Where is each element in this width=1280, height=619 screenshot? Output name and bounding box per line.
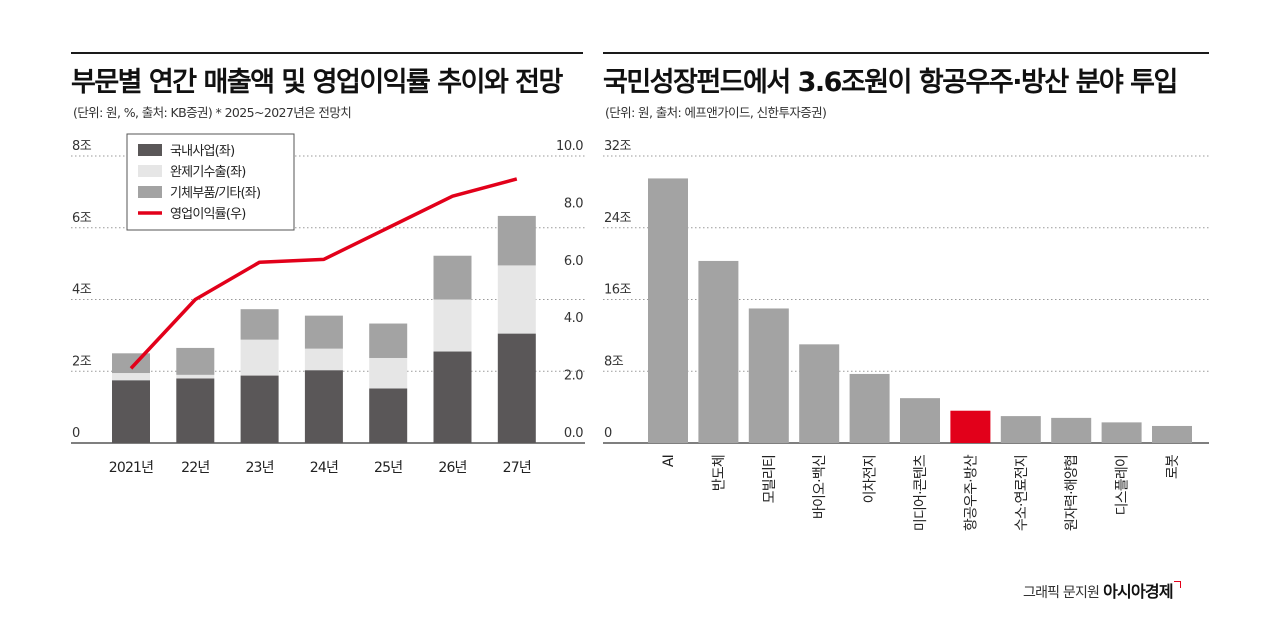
brand-corner-icon xyxy=(1173,581,1181,588)
bar-segment xyxy=(497,265,536,334)
bar xyxy=(799,344,840,443)
x-tick-label: 2021년 xyxy=(109,460,154,476)
legend: 국내사업(좌) 완제기수출(좌) 기체부품/기타(좌) 영업이익률(우) xyxy=(126,133,295,231)
y-right-tick-label: 2.0 xyxy=(564,369,583,384)
right-chart-subtitle: (단위: 원, 출처: 에프앤가이드, 신한투자증권) xyxy=(605,105,827,120)
x-tick-label: 미디어·콘텐츠 xyxy=(913,454,929,531)
x-tick-label: 디스플레이 xyxy=(1115,455,1131,515)
y-left-tick-label: 2조 xyxy=(72,354,92,369)
bar-segment xyxy=(240,339,279,376)
legend-swatch xyxy=(138,165,162,177)
left-chart-title: 부문별 연간 매출액 및 영업이익률 추이와 전망 xyxy=(71,67,563,98)
credit-designer: 그래픽 문지원 xyxy=(1023,585,1100,601)
left-chart-plot: 0 2조 4조 6조 8조 0.0 2.0 4.0 6.0 8.0 10.0 2021년 22년 23년 2… xyxy=(71,133,585,476)
y-tick-label: 0 xyxy=(604,426,612,441)
legend-label: 국내사업(좌) xyxy=(170,144,234,159)
y-tick-label: 8조 xyxy=(604,354,624,369)
bar-segment xyxy=(497,333,536,443)
y-left-tick-label: 6조 xyxy=(72,211,92,226)
x-tick-label: 27년 xyxy=(503,460,531,476)
y-right-tick-label: 0.0 xyxy=(564,426,583,441)
left-chart-subtitle: (단위: 원, %, 출처: KB증권) * 2025~2027년은 전망치 xyxy=(73,105,352,120)
y-tick-label: 24조 xyxy=(604,211,632,226)
graphic-credit: 그래픽 문지원 아시아경제 xyxy=(1023,578,1181,602)
y-left-tick-label: 4조 xyxy=(72,283,92,298)
right-chart-title: 국민성장펀드에서 3.6조원이 항공우주·방산 분야 투입 xyxy=(603,67,1178,98)
left-chart-panel: 부문별 연간 매출액 및 영업이익률 추이와 전망 (단위: 원, %, 출처:… xyxy=(0,0,600,619)
x-tick-label: 항공우주·방산 xyxy=(963,454,979,531)
x-tick-label: 바이오·백신 xyxy=(812,455,828,519)
x-tick-label: 25년 xyxy=(374,460,402,476)
bar-segment xyxy=(112,380,150,443)
bar xyxy=(849,373,890,443)
y-tick-label: 16조 xyxy=(604,283,632,298)
bar-segment xyxy=(176,378,215,443)
bar xyxy=(900,398,940,443)
bar-segment xyxy=(369,323,408,358)
x-tick-label: 로봇 xyxy=(1165,454,1181,479)
y-left-tick-label: 8조 xyxy=(72,139,92,154)
x-tick-label: 모빌리티 xyxy=(762,455,778,503)
x-tick-label: 원자력·해양협 xyxy=(1064,455,1080,531)
bar-segment xyxy=(369,388,408,443)
legend-label: 영업이익률(우) xyxy=(170,207,246,222)
x-tick-label: AI xyxy=(661,455,677,467)
y-right-tick-label: 10.0 xyxy=(556,139,583,154)
y-left-tick-label: 0 xyxy=(72,426,80,441)
bar-segment xyxy=(176,374,215,379)
bar xyxy=(1101,422,1142,443)
right-chart-panel: 국민성장펀드에서 3.6조원이 항공우주·방산 분야 투입 (단위: 원, 출처… xyxy=(600,0,1280,619)
bar xyxy=(698,260,739,443)
bar-segment xyxy=(369,357,408,389)
bar xyxy=(1051,417,1092,443)
bar-segment xyxy=(240,309,279,340)
bar-segment xyxy=(176,347,215,375)
right-chart-plot: 0 8조 16조 24조 32조 AI 반도체 모빌리티 바이오·백신 이차전지 미디어·콘텐츠 항공… xyxy=(603,139,1209,531)
bar-segment xyxy=(240,375,279,443)
left-top-rule xyxy=(71,52,583,54)
bar xyxy=(1000,416,1041,443)
bar-segment xyxy=(433,351,472,443)
legend-swatch xyxy=(138,144,162,156)
brand-logo-text: 아시아경제 xyxy=(1103,582,1173,601)
legend-label: 완제기수출(좌) xyxy=(170,165,246,180)
right-top-rule xyxy=(603,52,1209,54)
bar-segment xyxy=(304,315,343,349)
bar-segment xyxy=(497,215,536,266)
legend-swatch xyxy=(138,186,162,198)
bar-segment xyxy=(112,373,150,381)
bar xyxy=(1152,425,1192,443)
x-tick-label: 수소·연료전지 xyxy=(1014,455,1030,531)
bar-segment xyxy=(433,299,472,352)
x-tick-label: 26년 xyxy=(438,460,466,476)
legend-label: 기체부품/기타(좌) xyxy=(170,186,260,201)
bar xyxy=(748,308,789,443)
bar-segment xyxy=(433,255,472,300)
x-tick-label: 22년 xyxy=(181,460,209,476)
y-tick-label: 32조 xyxy=(604,139,632,154)
bar-segment xyxy=(304,348,343,371)
x-tick-label: 23년 xyxy=(245,460,273,476)
y-right-tick-label: 4.0 xyxy=(564,311,583,326)
x-tick-label: 24년 xyxy=(310,460,338,476)
bar xyxy=(648,178,688,443)
bar-segment xyxy=(304,370,343,443)
y-right-tick-label: 6.0 xyxy=(564,254,583,269)
x-tick-label: 이차전지 xyxy=(863,455,879,503)
bar xyxy=(950,410,991,443)
y-right-tick-label: 8.0 xyxy=(564,196,583,211)
operating-margin-line xyxy=(129,177,518,370)
x-tick-label: 반도체 xyxy=(711,455,727,491)
